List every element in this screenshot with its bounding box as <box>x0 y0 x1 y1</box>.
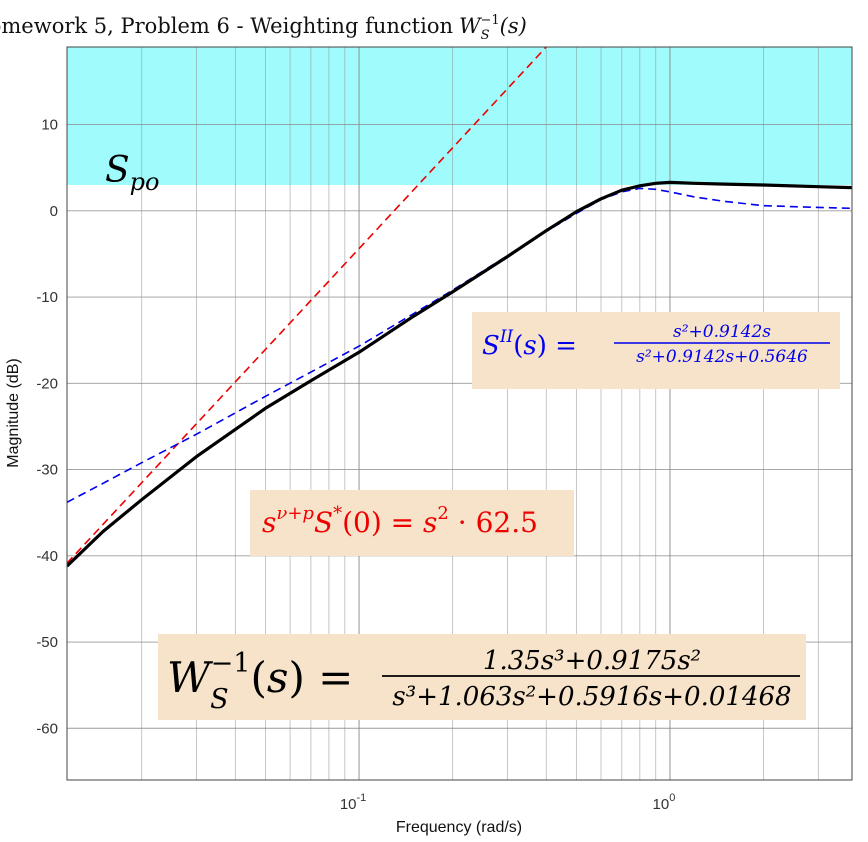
title-symbol: W <box>459 14 483 38</box>
y-axis-label: Magnitude (dB) <box>5 358 22 467</box>
y-tick-label: -40 <box>36 548 58 565</box>
title-arg: (s) <box>500 14 527 38</box>
spo-main: S <box>105 150 130 191</box>
weighting-lhs: WS−1(s) = <box>167 648 353 715</box>
title-sup: −1 <box>481 13 500 28</box>
spo-sub: po <box>130 168 160 196</box>
y-tick-label: 10 <box>41 117 58 134</box>
sensitivity-lhs: SII(s) = <box>482 327 577 361</box>
shaded-region-layer <box>67 47 852 185</box>
y-tick-label: -20 <box>36 375 58 392</box>
weighting-box-bg <box>158 634 806 720</box>
asymptote-box-bg <box>250 490 574 556</box>
weighting-box: WS−1(s) = 1.35s³+0.9175s² s³+1.063s²+0.5… <box>158 634 806 720</box>
series-line-2 <box>67 47 547 564</box>
y-tick-label: 0 <box>50 203 58 220</box>
asymptote-expression: sν+pS*(0) = s2 · 62.5 <box>262 503 538 539</box>
y-tick-label: -60 <box>36 720 58 737</box>
weighting-denominator: s³+1.063s²+0.5916s+0.01468 <box>392 682 791 712</box>
chart-title: Homework 5, Problem 6 - Weighting functi… <box>0 14 453 38</box>
x-tick-label: 10-1 <box>340 792 366 813</box>
title-sub: S <box>481 28 490 43</box>
chart-title-symbol: WS−1(s) <box>459 13 527 43</box>
weighting-numerator: 1.35s³+0.9175s² <box>483 646 701 676</box>
spo-label: Spo <box>105 150 159 196</box>
sensitivity-denominator: s²+0.9142s+0.5646 <box>636 347 808 367</box>
series-line-1 <box>67 187 852 504</box>
series-line-0 <box>67 180 852 568</box>
plot-frame <box>66 46 853 781</box>
series-layer <box>67 47 852 568</box>
x-axis-label: Frequency (rad/s) <box>396 819 522 836</box>
y-tick-label: -30 <box>36 462 58 479</box>
chart-title-text: Homework 5, Problem 6 - Weighting functi… <box>0 14 453 38</box>
y-tick-label: -10 <box>36 289 58 306</box>
sensitivity-sup: II <box>499 327 514 347</box>
asymptote-value: 62.5 <box>476 506 538 539</box>
shaded-region-spo <box>67 47 852 185</box>
sensitivity-numerator: s²+0.9142s <box>673 322 771 342</box>
sensitivity-box: SII(s) = s²+0.9142s s²+0.9142s+0.5646 <box>472 312 840 389</box>
asymptote-box: sν+pS*(0) = s2 · 62.5 <box>250 490 574 556</box>
x-tick-label: 100 <box>653 792 676 813</box>
sensitivity-box-bg <box>472 312 840 389</box>
y-tick-label: -50 <box>36 634 58 651</box>
